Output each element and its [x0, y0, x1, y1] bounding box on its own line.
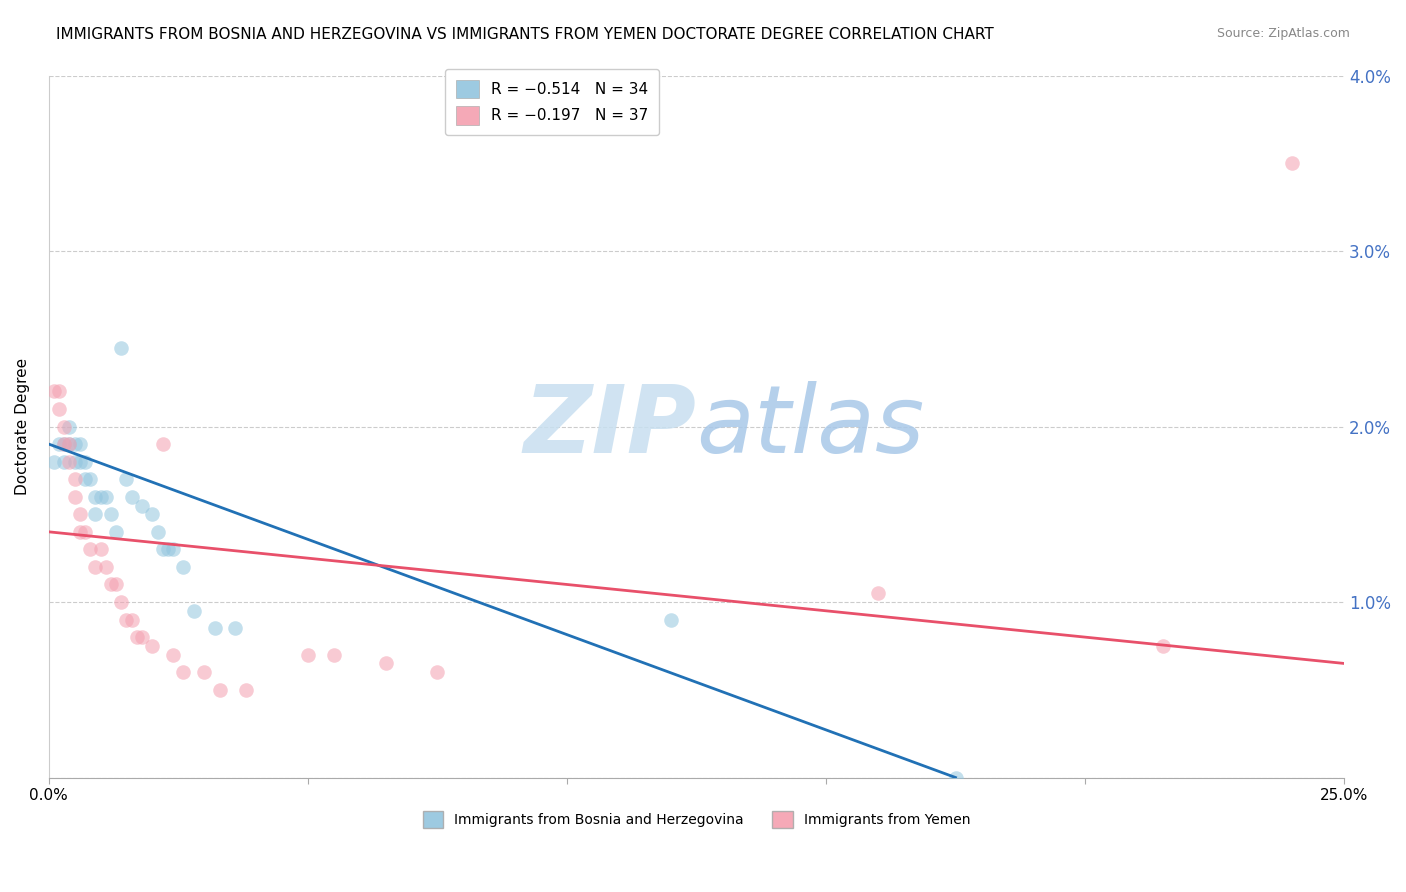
Point — [110, 595, 132, 609]
Point — [426, 665, 449, 680]
Point — [172, 665, 194, 680]
Point — [48, 384, 70, 399]
Point — [193, 665, 215, 680]
Point — [374, 657, 396, 671]
Point — [94, 490, 117, 504]
Point — [58, 455, 80, 469]
Point — [84, 560, 107, 574]
Point — [48, 401, 70, 416]
Point — [53, 437, 76, 451]
Point — [73, 455, 96, 469]
Point — [141, 508, 163, 522]
Point — [297, 648, 319, 662]
Point — [162, 542, 184, 557]
Point — [73, 472, 96, 486]
Point — [63, 455, 86, 469]
Point — [90, 490, 112, 504]
Point — [63, 437, 86, 451]
Point — [659, 613, 682, 627]
Point — [152, 437, 174, 451]
Point — [945, 771, 967, 785]
Point — [131, 499, 153, 513]
Point — [42, 455, 65, 469]
Point — [141, 639, 163, 653]
Point — [53, 419, 76, 434]
Point — [204, 621, 226, 635]
Point — [63, 490, 86, 504]
Point — [1281, 156, 1303, 170]
Y-axis label: Doctorate Degree: Doctorate Degree — [15, 358, 30, 495]
Point — [110, 341, 132, 355]
Point — [105, 524, 128, 539]
Point — [58, 437, 80, 451]
Point — [84, 508, 107, 522]
Point — [84, 490, 107, 504]
Legend: Immigrants from Bosnia and Herzegovina, Immigrants from Yemen: Immigrants from Bosnia and Herzegovina, … — [418, 805, 976, 834]
Point — [53, 455, 76, 469]
Point — [172, 560, 194, 574]
Point — [121, 490, 143, 504]
Point — [115, 613, 138, 627]
Point — [866, 586, 889, 600]
Point — [121, 613, 143, 627]
Point — [115, 472, 138, 486]
Point — [100, 508, 122, 522]
Point — [79, 472, 101, 486]
Point — [90, 542, 112, 557]
Point — [94, 560, 117, 574]
Text: ZIP: ZIP — [523, 381, 696, 473]
Point — [69, 508, 91, 522]
Point — [73, 524, 96, 539]
Point — [63, 472, 86, 486]
Point — [224, 621, 246, 635]
Text: IMMIGRANTS FROM BOSNIA AND HERZEGOVINA VS IMMIGRANTS FROM YEMEN DOCTORATE DEGREE: IMMIGRANTS FROM BOSNIA AND HERZEGOVINA V… — [56, 27, 994, 42]
Point — [208, 682, 231, 697]
Point — [48, 437, 70, 451]
Point — [146, 524, 169, 539]
Point — [162, 648, 184, 662]
Point — [125, 630, 148, 644]
Point — [1152, 639, 1174, 653]
Point — [105, 577, 128, 591]
Point — [79, 542, 101, 557]
Point — [156, 542, 179, 557]
Text: Source: ZipAtlas.com: Source: ZipAtlas.com — [1216, 27, 1350, 40]
Point — [58, 419, 80, 434]
Point — [69, 524, 91, 539]
Point — [69, 437, 91, 451]
Point — [58, 437, 80, 451]
Point — [322, 648, 344, 662]
Point — [100, 577, 122, 591]
Point — [69, 455, 91, 469]
Text: atlas: atlas — [696, 381, 925, 472]
Point — [42, 384, 65, 399]
Point — [235, 682, 257, 697]
Point — [152, 542, 174, 557]
Point — [183, 604, 205, 618]
Point — [131, 630, 153, 644]
Point — [53, 437, 76, 451]
